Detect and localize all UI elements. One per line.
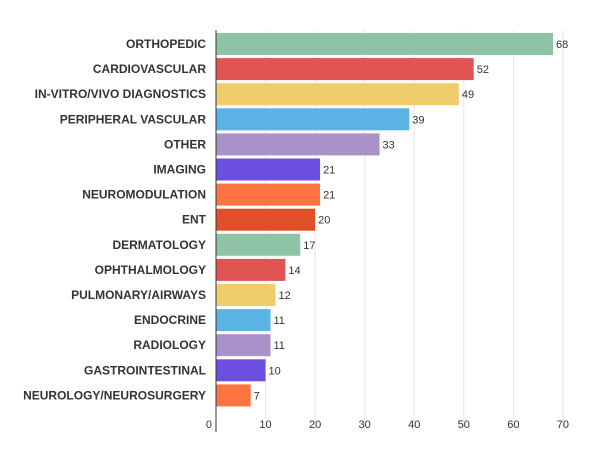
category-label: ENT bbox=[182, 213, 207, 227]
bar bbox=[216, 108, 410, 131]
data-label: 14 bbox=[288, 265, 300, 277]
bar bbox=[216, 309, 271, 332]
category-label: NEUROMODULATION bbox=[82, 188, 206, 202]
category-label: OPHTHALMOLOGY bbox=[95, 263, 206, 277]
bar bbox=[216, 83, 459, 106]
data-label: 39 bbox=[412, 114, 424, 126]
x-tick-label: 30 bbox=[359, 419, 371, 431]
category-label: IN-VITRO/VIVO DIAGNOSTICS bbox=[35, 87, 206, 101]
x-axis-ticks: 0 10 20 30 40 50 60 70 bbox=[206, 419, 569, 431]
data-label: 21 bbox=[323, 190, 335, 202]
category-label: RADIOLOGY bbox=[133, 338, 206, 352]
category-label: ORTHOPEDIC bbox=[126, 37, 206, 51]
category-label: NEUROLOGY/NEUROSURGERY bbox=[23, 388, 206, 402]
category-label: PULMONARY/AIRWAYS bbox=[71, 288, 206, 302]
x-tick-label: 60 bbox=[507, 419, 519, 431]
data-label: 10 bbox=[269, 365, 281, 377]
bar bbox=[216, 359, 266, 382]
category-label: OTHER bbox=[164, 137, 206, 151]
data-label: 21 bbox=[323, 165, 335, 177]
x-tick-label: 10 bbox=[259, 419, 271, 431]
bar bbox=[216, 33, 553, 55]
category-label: DERMATOLOGY bbox=[112, 238, 206, 252]
bar bbox=[216, 384, 251, 407]
x-tick-label: 20 bbox=[309, 419, 321, 431]
category-label: GASTROINTESTINAL bbox=[84, 363, 206, 377]
category-label: CARDIOVASCULAR bbox=[93, 62, 206, 76]
category-label: PERIPHERAL VASCULAR bbox=[60, 112, 207, 126]
x-tick-label: 70 bbox=[557, 419, 569, 431]
bar bbox=[216, 183, 321, 206]
data-label: 11 bbox=[274, 315, 285, 327]
bar bbox=[216, 133, 380, 156]
x-tick-label: 0 bbox=[206, 419, 212, 431]
data-label: 7 bbox=[254, 390, 260, 402]
bars bbox=[216, 33, 553, 407]
bar bbox=[216, 334, 271, 357]
data-label: 12 bbox=[278, 290, 290, 302]
data-label: 49 bbox=[462, 89, 474, 101]
x-tick-label: 50 bbox=[458, 419, 470, 431]
bar bbox=[216, 158, 321, 181]
data-label: 17 bbox=[303, 240, 315, 252]
x-tick-label: 40 bbox=[408, 419, 420, 431]
value-labels: 68 52 49 39 33 21 21 20 17 14 12 11 11 10 7 bbox=[254, 39, 569, 402]
data-label: 52 bbox=[477, 64, 489, 76]
bar bbox=[216, 208, 316, 231]
bar bbox=[216, 284, 276, 306]
data-label: 20 bbox=[318, 215, 330, 227]
data-label: 68 bbox=[556, 39, 568, 51]
data-label: 11 bbox=[274, 340, 285, 352]
category-label: ENDOCRINE bbox=[134, 313, 206, 327]
data-label: 33 bbox=[383, 139, 395, 151]
category-label: IMAGING bbox=[153, 163, 206, 177]
category-labels: ORTHOPEDIC CARDIOVASCULAR IN-VITRO/VIVO DI… bbox=[23, 37, 207, 402]
bar bbox=[216, 258, 286, 281]
bar bbox=[216, 58, 474, 81]
bar bbox=[216, 233, 301, 256]
